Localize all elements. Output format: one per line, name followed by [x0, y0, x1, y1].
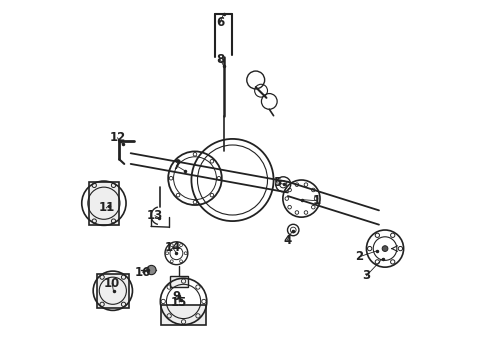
Text: 4: 4: [283, 234, 291, 247]
Polygon shape: [97, 274, 129, 307]
Text: 9: 9: [172, 289, 180, 303]
Text: 13: 13: [147, 209, 163, 222]
Text: 10: 10: [104, 277, 120, 290]
Polygon shape: [89, 182, 119, 225]
Text: 11: 11: [98, 201, 115, 214]
Polygon shape: [170, 276, 188, 287]
Text: 15: 15: [171, 296, 188, 309]
Text: 16: 16: [134, 266, 150, 279]
Circle shape: [382, 246, 388, 251]
Circle shape: [147, 265, 156, 275]
Text: 8: 8: [216, 53, 224, 66]
Text: 6: 6: [216, 16, 224, 29]
Text: 1: 1: [313, 194, 320, 207]
Text: 3: 3: [363, 269, 370, 282]
Text: 14: 14: [165, 241, 181, 255]
Polygon shape: [161, 305, 206, 325]
Text: 7: 7: [172, 159, 180, 172]
Text: 5: 5: [273, 176, 281, 189]
Text: 2: 2: [355, 250, 364, 263]
Text: 12: 12: [109, 131, 125, 144]
